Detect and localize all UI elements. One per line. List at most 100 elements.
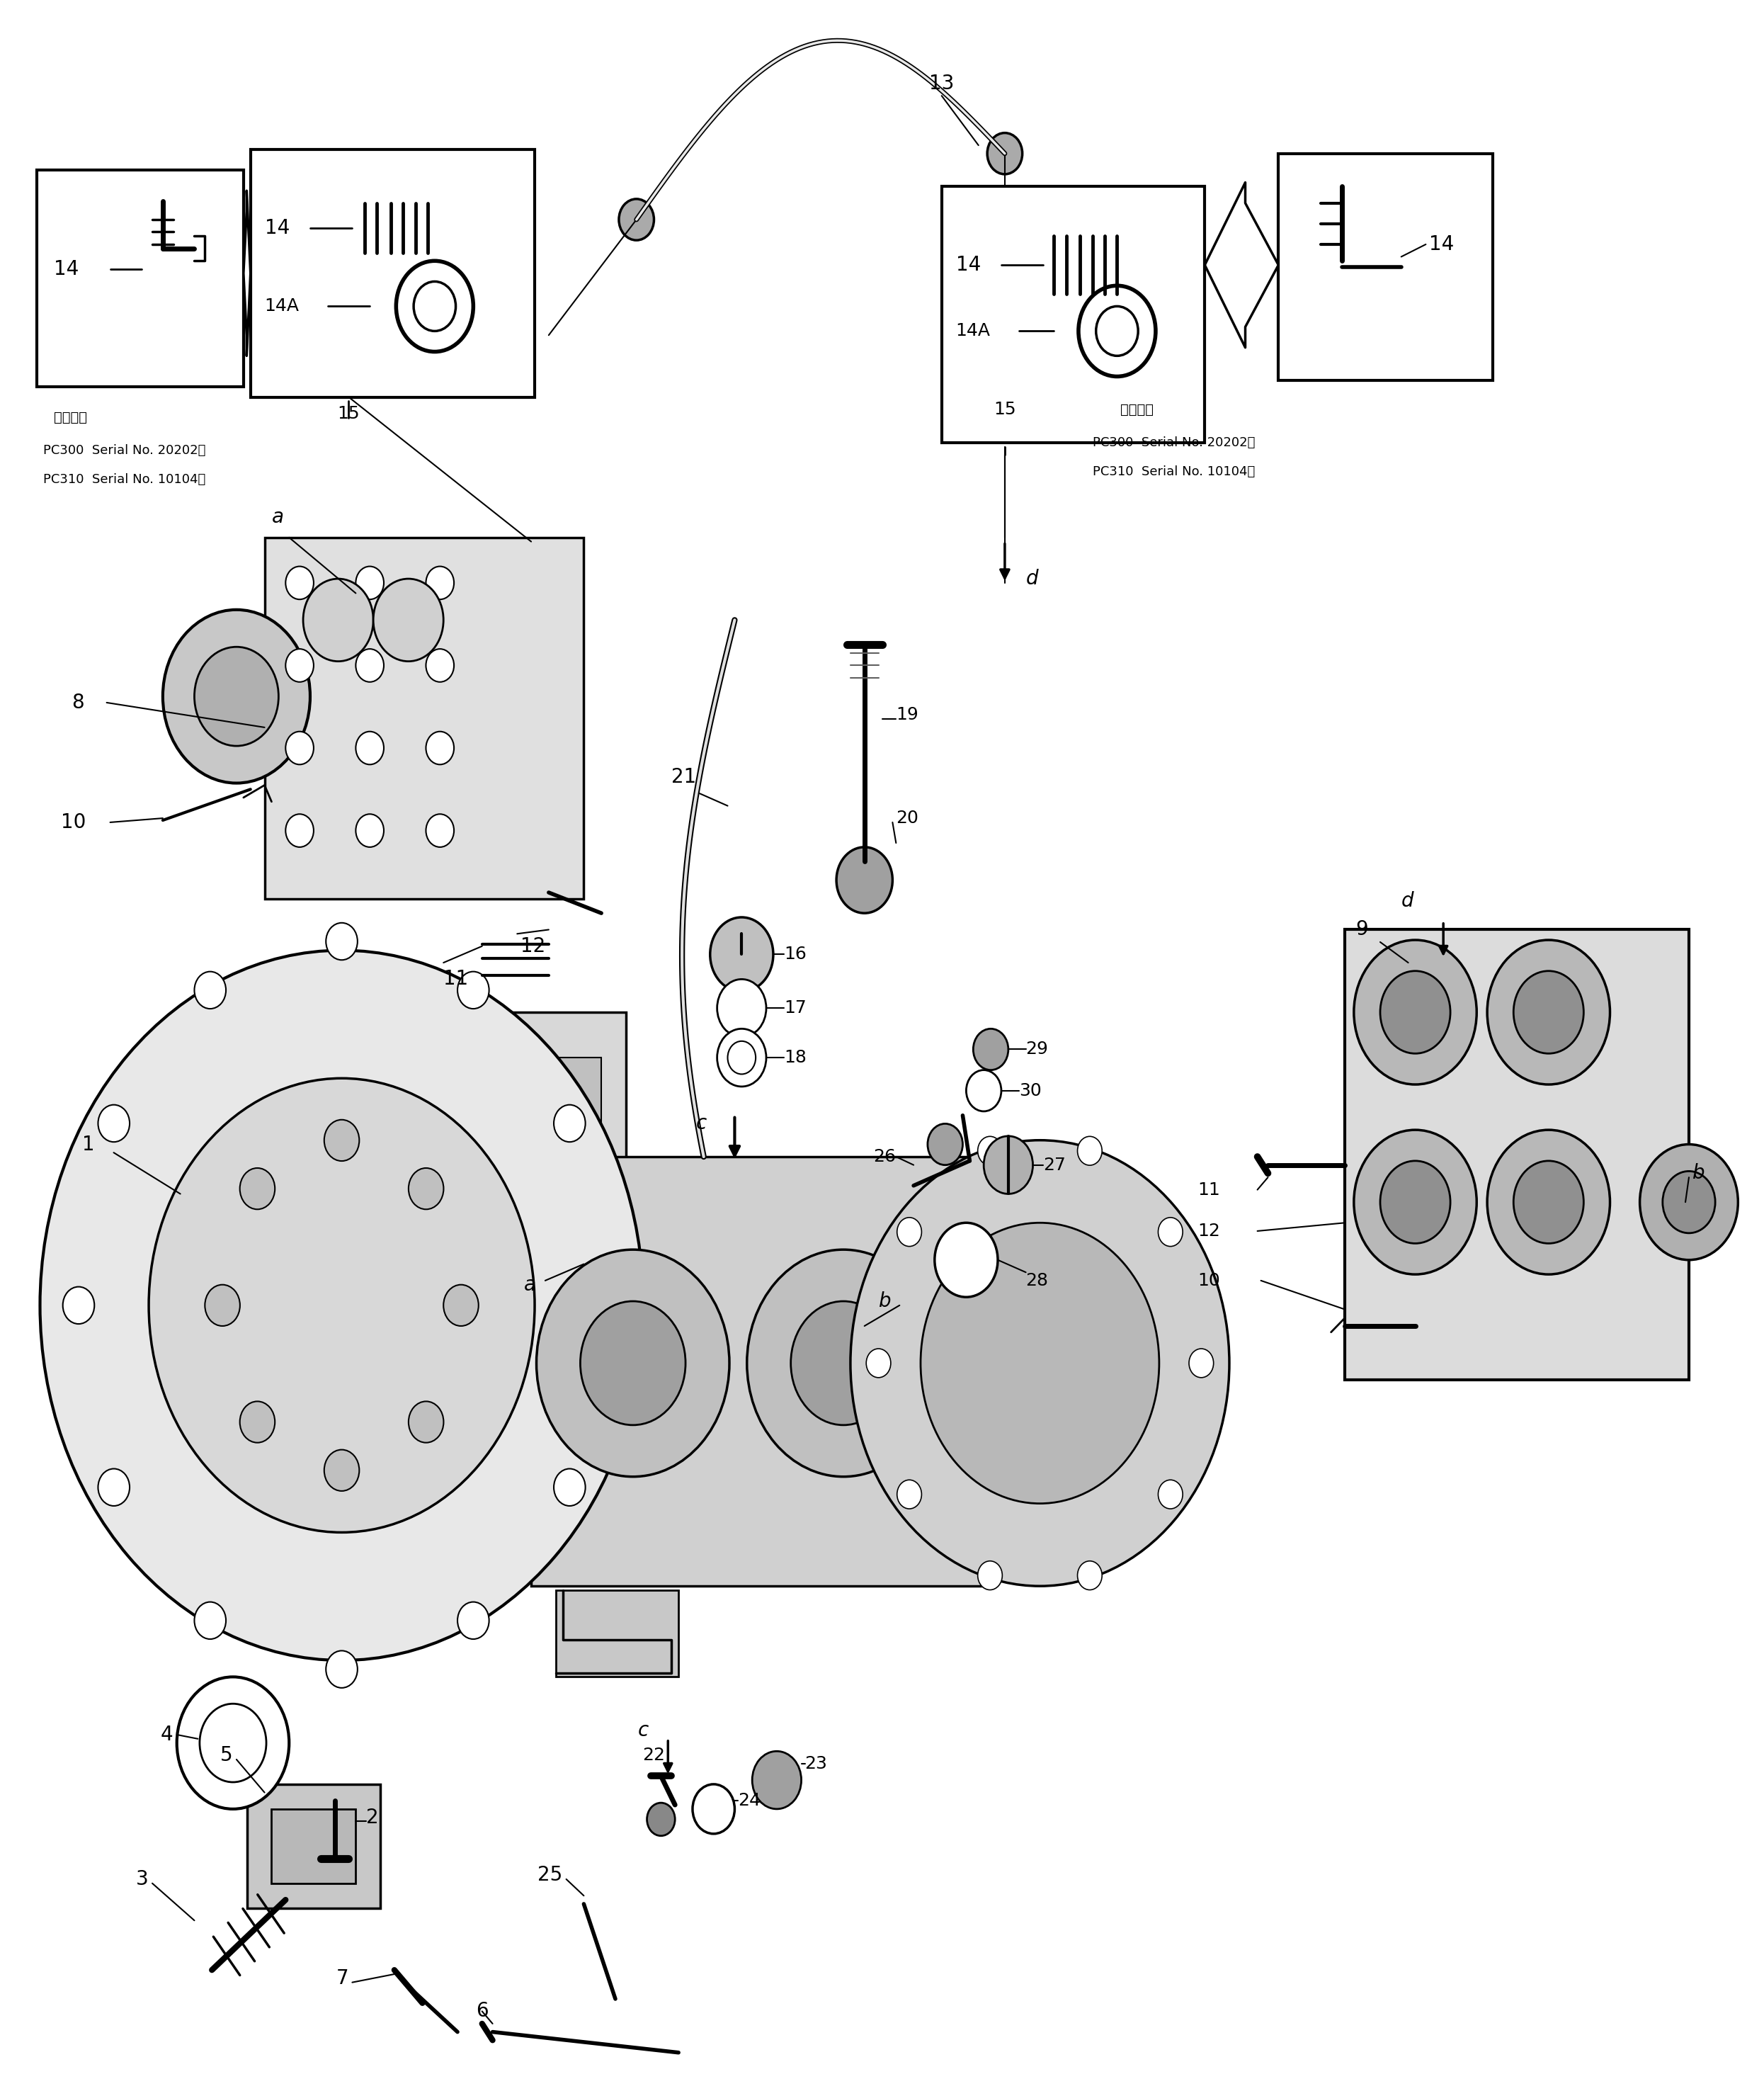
Text: 15: 15 <box>993 400 1016 419</box>
Text: 14A: 14A <box>265 299 300 315</box>
Text: 1: 1 <box>83 1134 95 1155</box>
Circle shape <box>711 917 773 991</box>
Text: 3: 3 <box>136 1869 148 1889</box>
Text: d: d <box>1027 568 1039 589</box>
Circle shape <box>1095 307 1138 357</box>
Text: 14: 14 <box>55 259 79 280</box>
Circle shape <box>199 1703 266 1782</box>
Bar <box>556 1591 679 1678</box>
Circle shape <box>977 1137 1002 1166</box>
Text: 適用号機: 適用号機 <box>1120 402 1154 417</box>
Circle shape <box>194 647 279 747</box>
Text: 10: 10 <box>62 813 86 832</box>
Circle shape <box>425 732 453 765</box>
Circle shape <box>326 1651 358 1688</box>
Circle shape <box>194 1601 226 1638</box>
Circle shape <box>1379 971 1450 1054</box>
Circle shape <box>356 815 385 846</box>
Circle shape <box>1487 940 1611 1085</box>
Circle shape <box>425 649 453 682</box>
Text: 適用号機: 適用号機 <box>55 411 86 425</box>
Circle shape <box>162 610 310 784</box>
Text: 12: 12 <box>1198 1222 1221 1240</box>
Circle shape <box>790 1300 896 1425</box>
Text: 2: 2 <box>367 1806 379 1827</box>
Circle shape <box>974 1029 1009 1070</box>
Circle shape <box>397 261 473 353</box>
Bar <box>250 149 534 396</box>
Circle shape <box>589 1286 621 1323</box>
Circle shape <box>425 566 453 599</box>
Bar <box>942 187 1205 442</box>
Circle shape <box>1514 1161 1584 1244</box>
Circle shape <box>619 199 654 241</box>
Text: 19: 19 <box>896 707 919 724</box>
Circle shape <box>443 1284 478 1325</box>
Text: 30: 30 <box>1020 1083 1041 1099</box>
Text: b: b <box>1692 1164 1704 1182</box>
Text: 23: 23 <box>804 1755 827 1771</box>
Circle shape <box>850 1141 1230 1587</box>
Text: PC300  Serial No. 20202～: PC300 Serial No. 20202～ <box>44 444 206 456</box>
Bar <box>1346 929 1688 1379</box>
Text: 6: 6 <box>476 2001 489 2022</box>
Circle shape <box>935 1224 998 1296</box>
Circle shape <box>1355 940 1476 1085</box>
Text: 27: 27 <box>1043 1157 1065 1174</box>
Bar <box>443 1145 517 1217</box>
Circle shape <box>325 1120 360 1161</box>
Text: 22: 22 <box>642 1746 665 1763</box>
Text: PC310  Serial No. 10104～: PC310 Serial No. 10104～ <box>1092 465 1254 477</box>
Circle shape <box>898 1481 921 1508</box>
Text: 24: 24 <box>737 1792 760 1809</box>
Circle shape <box>866 1348 891 1377</box>
Text: 17: 17 <box>783 1000 806 1016</box>
Circle shape <box>967 1070 1002 1112</box>
Circle shape <box>921 1224 1159 1504</box>
Text: c: c <box>695 1114 707 1134</box>
Text: b: b <box>878 1292 891 1311</box>
Circle shape <box>1514 971 1584 1054</box>
Bar <box>272 1809 356 1883</box>
Circle shape <box>977 1562 1002 1591</box>
Circle shape <box>409 1168 443 1209</box>
Circle shape <box>99 1468 129 1506</box>
Circle shape <box>286 815 314 846</box>
Text: 16: 16 <box>783 946 806 962</box>
Circle shape <box>554 1105 586 1143</box>
Circle shape <box>647 1802 676 1835</box>
Circle shape <box>457 971 489 1008</box>
Circle shape <box>286 732 314 765</box>
Circle shape <box>1078 1137 1102 1166</box>
Polygon shape <box>243 191 250 357</box>
Circle shape <box>751 1750 801 1809</box>
Circle shape <box>1379 1161 1450 1244</box>
Circle shape <box>41 950 644 1661</box>
Circle shape <box>356 566 385 599</box>
Circle shape <box>1078 286 1155 377</box>
Circle shape <box>425 815 453 846</box>
Text: c: c <box>639 1721 649 1740</box>
Bar <box>527 1145 602 1217</box>
Circle shape <box>1159 1217 1182 1246</box>
Circle shape <box>148 1078 534 1533</box>
Circle shape <box>325 1450 360 1491</box>
Text: 9: 9 <box>1355 919 1369 940</box>
Text: a: a <box>272 506 284 527</box>
Circle shape <box>988 133 1023 174</box>
Text: 28: 28 <box>1027 1271 1048 1290</box>
Bar <box>265 537 584 898</box>
Circle shape <box>1355 1130 1476 1273</box>
Text: 25: 25 <box>538 1865 563 1885</box>
Text: 13: 13 <box>930 73 954 93</box>
Text: 14A: 14A <box>956 324 990 340</box>
Circle shape <box>1641 1145 1738 1259</box>
Circle shape <box>176 1678 289 1809</box>
Bar <box>531 1157 984 1587</box>
Circle shape <box>1189 1348 1214 1377</box>
Circle shape <box>693 1784 734 1833</box>
Polygon shape <box>1205 183 1279 348</box>
Circle shape <box>457 1601 489 1638</box>
Circle shape <box>303 579 374 662</box>
Circle shape <box>727 1041 755 1074</box>
